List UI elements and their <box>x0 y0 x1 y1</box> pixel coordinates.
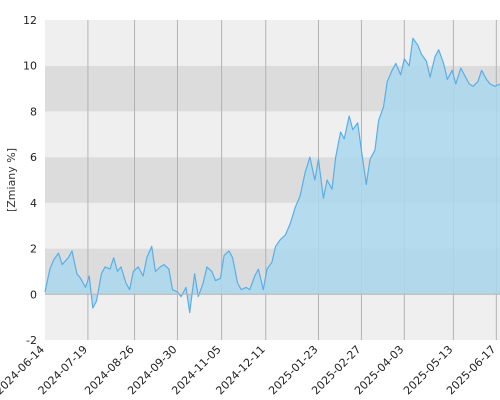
y-tick-labels: -2 0 2 4 6 8 10 12 <box>23 14 37 347</box>
y-tick-label: 6 <box>30 151 37 164</box>
y-tick-label: -2 <box>26 334 37 347</box>
y-tick-label: 8 <box>30 105 37 118</box>
y-tick-label: 0 <box>30 288 37 301</box>
y-tick-label: 10 <box>23 60 37 73</box>
background-band <box>45 294 500 340</box>
background-band <box>45 20 500 66</box>
y-tick-label: 4 <box>30 197 37 210</box>
y-tick-label: 12 <box>23 14 37 27</box>
y-tick-label: 2 <box>30 243 37 256</box>
y-axis-label: [Zmiany %] <box>5 148 18 212</box>
x-tick-labels: 2024-06-142024-07-192024-08-262024-09-30… <box>0 343 498 397</box>
series-area-fill <box>45 38 500 313</box>
series-line <box>44 37 500 314</box>
